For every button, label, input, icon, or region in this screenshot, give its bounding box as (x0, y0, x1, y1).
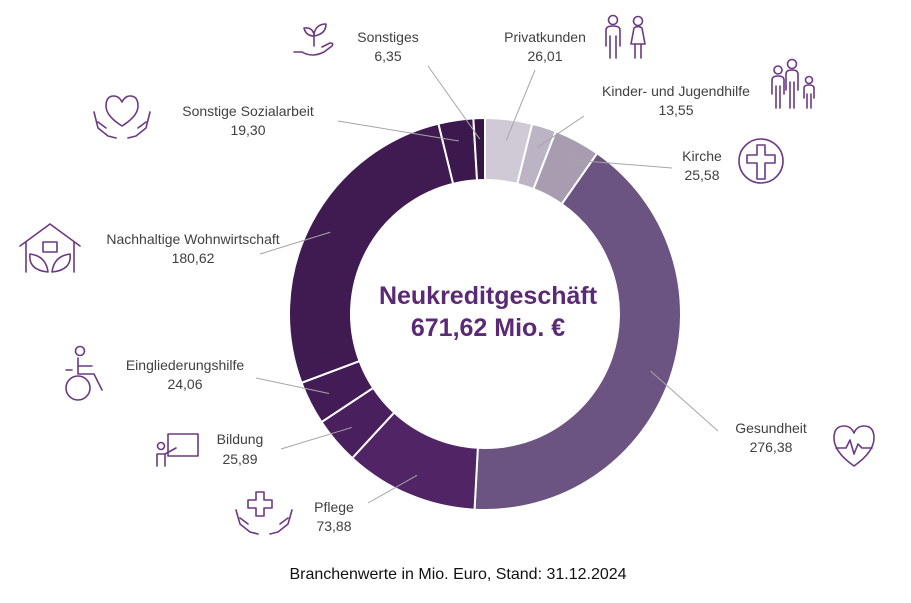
heart-pulse-icon (833, 425, 875, 467)
segment-value: 13,55 (658, 102, 693, 118)
label-sonstiges: Sonstiges 6,35 (357, 29, 418, 64)
segment-value: 276,38 (750, 439, 793, 455)
leader-line (337, 120, 459, 142)
church-cross-icon (738, 138, 784, 184)
segment-value: 180,62 (172, 250, 215, 266)
segment-name: Nachhaltige Wohnwirtschaft (106, 231, 279, 247)
segment-name: Gesundheit (735, 420, 807, 436)
children-icon (771, 58, 815, 109)
leader-line (650, 370, 719, 432)
leader-line (255, 377, 330, 394)
heart-hands-icon (93, 95, 151, 139)
segment-value: 26,01 (527, 48, 562, 64)
wheelchair-icon (65, 345, 103, 401)
label-bildung: Bildung 25,89 (217, 431, 264, 467)
label-eingliederungshilfe: Eingliederungshilfe 24,06 (126, 357, 245, 392)
leader-line (567, 159, 673, 169)
segment-value: 6,35 (374, 48, 401, 64)
leader-line (505, 69, 536, 141)
care-hands-cross-icon (235, 491, 293, 535)
label-gesundheit: Gesundheit 276,38 (735, 420, 807, 455)
segment-value: 24,06 (167, 376, 202, 392)
segment-name: Privatkunden (504, 29, 586, 45)
segment-name: Sonstige Sozialarbeit (182, 103, 314, 119)
label-sonstige-sozialarbeit: Sonstige Sozialarbeit 19,30 (182, 103, 314, 138)
label-kinder-jugendhilfe: Kinder- und Jugendhilfe 13,55 (602, 83, 750, 118)
segment-value: 73,88 (316, 518, 351, 534)
label-nachhaltige-wohnwirtschaft: Nachhaltige Wohnwirtschaft 180,62 (106, 231, 279, 266)
segment-value: 25,58 (684, 167, 719, 183)
leader-line (259, 231, 331, 255)
segment-nachhaltige-wohnwirtschaft (288, 122, 455, 385)
house-leaves-icon (19, 223, 81, 273)
leader-line (367, 474, 418, 504)
segment-value: 25,89 (222, 451, 257, 467)
leader-line (537, 115, 585, 148)
segment-name: Kirche (682, 148, 722, 164)
label-kirche: Kirche 25,58 (682, 148, 722, 183)
leader-lines (255, 65, 719, 504)
segment-name: Sonstiges (357, 29, 418, 45)
leader-line (427, 65, 481, 140)
label-privatkunden: Privatkunden 26,01 (504, 29, 586, 64)
segment-name: Bildung (217, 431, 264, 447)
donut-segments (288, 116, 682, 511)
chart-title: Neukreditgeschäft (379, 282, 598, 310)
family-icon (605, 14, 646, 59)
plant-hand-icon (293, 23, 334, 56)
segment-name: Kinder- und Jugendhilfe (602, 83, 750, 99)
segment-value: 19,30 (230, 122, 265, 138)
segment-name: Pflege (314, 499, 354, 515)
label-pflege: Pflege 73,88 (314, 499, 354, 534)
chart-total: 671,62 Mio. € (411, 314, 565, 342)
leader-line (280, 426, 352, 450)
teacher-board-icon (156, 433, 199, 467)
segment-gesundheit (473, 151, 682, 511)
footnote: Branchenwerte in Mio. Euro, Stand: 31.12… (289, 566, 626, 583)
segment-name: Eingliederungshilfe (126, 357, 245, 373)
